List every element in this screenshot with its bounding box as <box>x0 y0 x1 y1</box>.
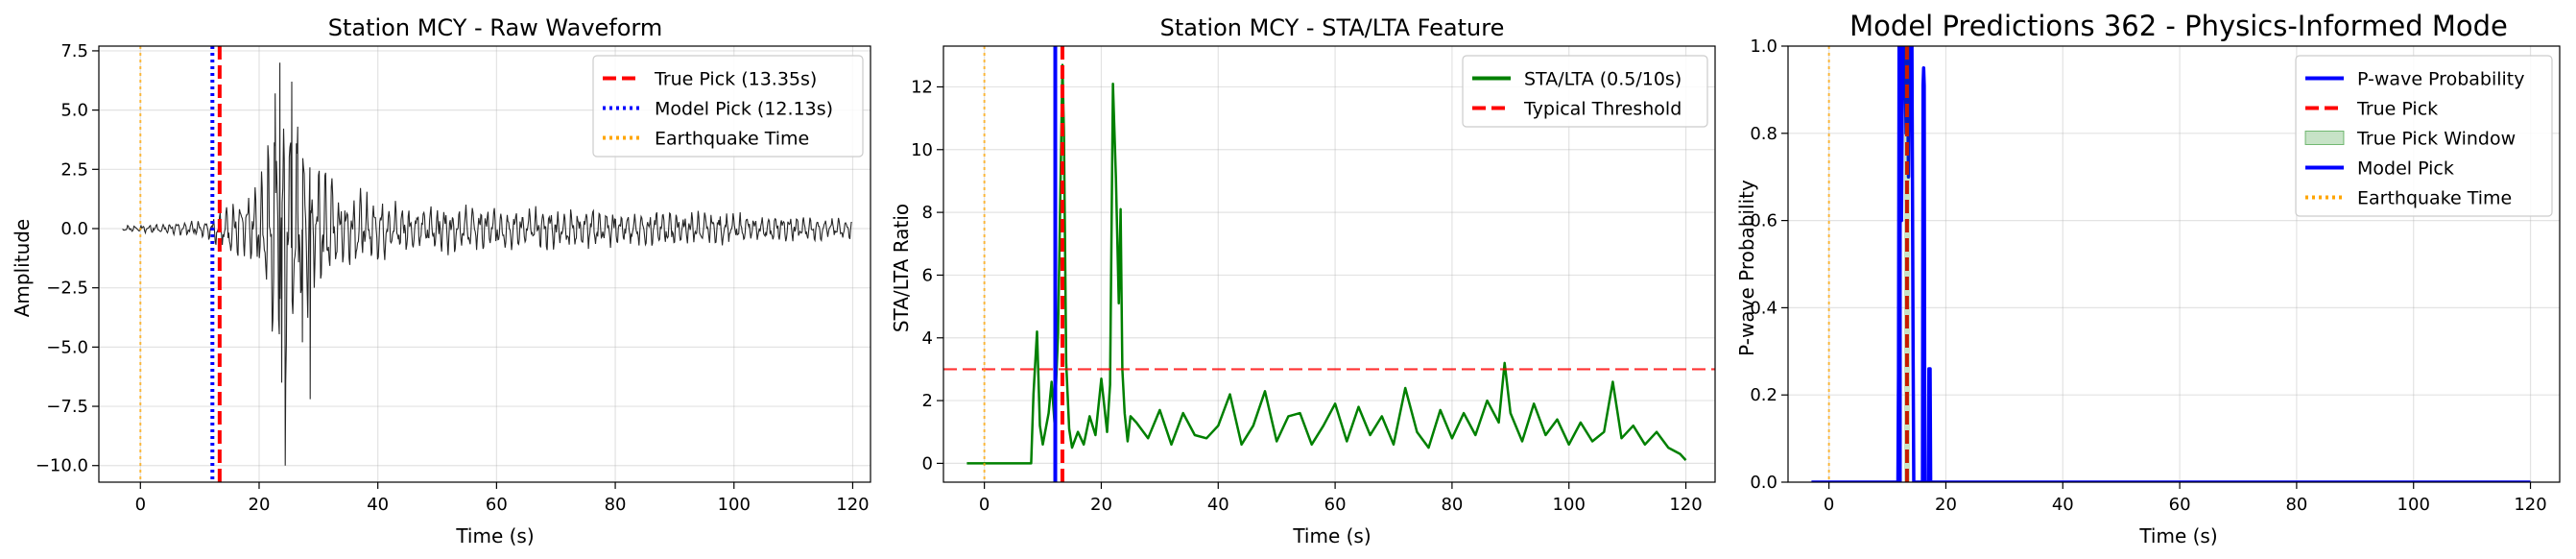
plot-frame <box>942 45 1716 483</box>
x-tick-label: 40 <box>367 495 389 515</box>
panel-title-waveform: Station MCY - Raw Waveform <box>328 14 663 41</box>
y-tick-label: 0.6 <box>1750 211 1777 231</box>
legend-label: Earthquake Time <box>655 129 809 150</box>
x-tick-label: 80 <box>605 495 627 515</box>
y-tick-label: 12 <box>911 77 933 97</box>
x-axis-label-sta-lta: Time (s) <box>1292 524 1371 547</box>
y-tick-label: 6 <box>922 265 933 285</box>
x-axis-label-waveform: Time (s) <box>455 524 534 547</box>
x-tick-label: 0 <box>979 495 990 515</box>
legend-box <box>1462 55 1708 128</box>
plot-frame <box>98 45 871 483</box>
legend-box <box>592 55 864 158</box>
y-tick-label: 10 <box>911 140 933 160</box>
y-tick-label: 1.0 <box>1750 36 1777 57</box>
x-tick-label: 100 <box>1553 495 1586 515</box>
panel-raw-waveform: 0 20 40 60 80 100 120 −10.0 −7.5 −5.0 −2.5 0.0 2.5 5.… <box>11 14 871 547</box>
y-tick-label: 7.5 <box>60 41 88 61</box>
y-tick-label: −5.0 <box>46 337 88 357</box>
x-tick-label: 20 <box>1935 495 1957 515</box>
x-tick-label: 100 <box>2397 495 2430 515</box>
panel-model-predictions: 0 20 40 60 80 100 120 0.0 0.2 0.4 0.6 0.8 1.0 Model … <box>1735 10 2561 547</box>
x-tick-label: 80 <box>2285 495 2307 515</box>
waveform-line <box>122 62 852 466</box>
y-axis-label-predictions: P-wave Probability <box>1735 180 1758 356</box>
legend-label: Model Pick <box>2357 158 2454 180</box>
x-tick-label: 0 <box>1824 495 1834 515</box>
x-tick-label: 60 <box>486 495 508 515</box>
panel-sta-lta: 0 20 40 60 80 100 120 0 2 4 6 8 10 12 Station MCY - S… <box>890 14 1716 547</box>
legend-label: P-wave Probability <box>2357 69 2525 90</box>
y-tick-label: 8 <box>922 203 933 223</box>
x-tick-label: 60 <box>1324 495 1347 515</box>
legend-label: True Pick Window <box>2356 129 2516 150</box>
legend-label: True Pick (13.35s) <box>654 69 817 90</box>
x-axis-label-predictions: Time (s) <box>2138 524 2217 547</box>
y-tick-label: 2.5 <box>60 159 88 180</box>
x-tick-label: 20 <box>249 495 271 515</box>
y-tick-label: −10.0 <box>36 456 88 476</box>
legend-box <box>2295 55 2553 217</box>
x-tick-label: 40 <box>1207 495 1229 515</box>
legend-label: True Pick <box>2356 99 2438 120</box>
x-tick-label: 120 <box>836 495 869 515</box>
y-tick-label: 0.8 <box>1750 124 1777 144</box>
x-tick-label: 120 <box>2514 495 2546 515</box>
y-tick-label: −2.5 <box>46 279 88 299</box>
legend-label: STA/LTA (0.5/10s) <box>1524 69 1682 90</box>
y-axis-label-waveform: Amplitude <box>11 219 34 318</box>
legend-swatch <box>2304 131 2345 145</box>
x-tick-label: 80 <box>1441 495 1463 515</box>
x-tick-label: 120 <box>1669 495 1702 515</box>
legend-label: Typical Threshold <box>1523 99 1682 120</box>
y-tick-label: −7.5 <box>46 397 88 417</box>
true-pick-window <box>1903 46 1910 482</box>
x-tick-label: 40 <box>2052 495 2074 515</box>
legend-label: Model Pick (12.13s) <box>655 99 833 120</box>
y-tick-label: 0.4 <box>1750 298 1777 318</box>
x-tick-label: 100 <box>718 495 751 515</box>
x-tick-label: 20 <box>1090 495 1112 515</box>
y-axis-label-sta-lta: STA/LTA Ratio <box>890 204 913 332</box>
plot-frame <box>1787 45 2561 483</box>
y-tick-label: 5.0 <box>60 101 88 121</box>
x-tick-label: 0 <box>135 495 146 515</box>
panel-title-sta-lta: Station MCY - STA/LTA Feature <box>1160 14 1505 41</box>
y-tick-label: 0.2 <box>1750 385 1777 405</box>
panel-title-predictions: Model Predictions 362 - Physics-Informed… <box>1849 10 2508 42</box>
y-tick-label: 2 <box>922 391 933 411</box>
legend-label: Earthquake Time <box>2357 188 2512 209</box>
y-tick-label: 0.0 <box>1750 473 1777 493</box>
y-tick-label: 0 <box>922 453 933 474</box>
y-tick-label: 0.0 <box>60 219 88 239</box>
x-tick-label: 60 <box>2169 495 2191 515</box>
y-tick-label: 4 <box>922 328 933 349</box>
